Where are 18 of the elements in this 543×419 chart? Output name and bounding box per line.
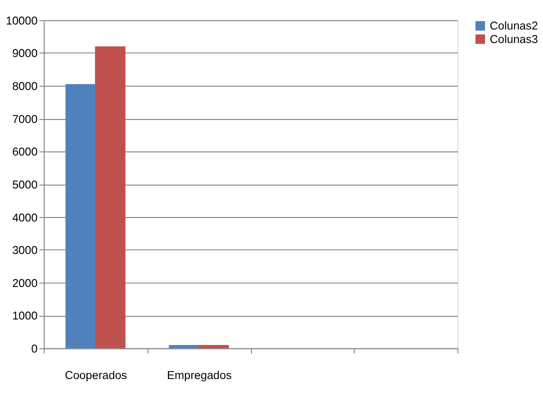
y-tick-label: 7000 <box>12 114 38 126</box>
y-tick-label: 5000 <box>12 179 38 192</box>
bar <box>65 84 96 348</box>
x-tick-label: Empregados <box>167 370 232 382</box>
bar <box>198 344 229 348</box>
y-tick-label: 6000 <box>12 146 38 159</box>
y-tick-label: 3000 <box>12 245 38 258</box>
y-tick-label: 10000 <box>6 15 38 28</box>
legend-label: Colunas3 <box>490 34 538 46</box>
y-tick-label: 1000 <box>12 310 38 323</box>
x-tick-label: Cooperados <box>64 370 128 382</box>
y-tick-label: 0 <box>31 344 38 356</box>
bar <box>95 46 126 348</box>
y-tick-label: 4000 <box>12 212 38 224</box>
legend-label: Colunas2 <box>490 20 538 33</box>
y-tick-label: 2000 <box>12 278 38 290</box>
y-tick-label: 8000 <box>12 81 38 94</box>
y-tick-label: 9000 <box>12 48 38 60</box>
